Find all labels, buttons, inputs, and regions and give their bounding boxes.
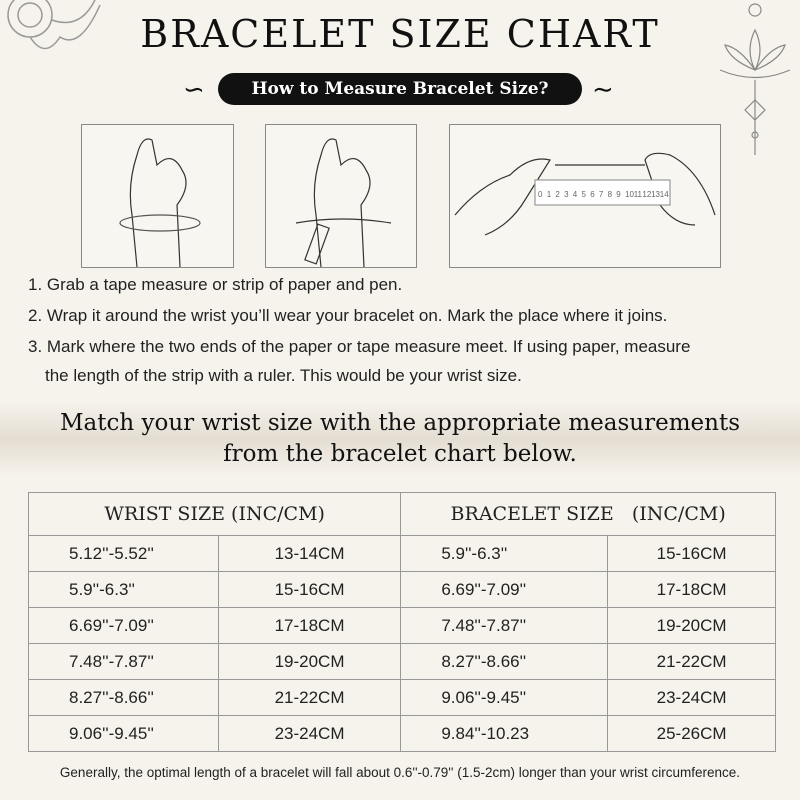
illustration-ruler: 0 1 2 3 4 5 6 7 8 9 10 11 12 13 14 [449, 124, 721, 268]
hand-tape-icon [119, 138, 201, 268]
table-row: 5.9''-6.3'' 15-16CM 6.69''-7.09'' 17-18CM [28, 571, 776, 608]
wrist-size-header: WRIST SIZE (INC/CM) [27, 492, 402, 536]
wrist-cm-cell: 19-20CM [217, 643, 402, 680]
bracelet-inches-cell: 6.69''-7.09'' [400, 571, 609, 608]
table-row: 6.69''-7.09'' 17-18CM 7.48''-7.87'' 19-20CM [28, 607, 776, 644]
ruler-tick-label: 0 [538, 190, 543, 199]
instruction-step-1: 1. Grab a tape measure or strip of paper… [28, 275, 403, 294]
bracelet-cm-cell: 21-22CM [607, 643, 776, 680]
wrist-inches-cell: 5.12''-5.52'' [28, 535, 219, 572]
lotus-decoration-icon [719, 3, 791, 155]
ruler-tick-label: 8 [608, 190, 613, 199]
ruler-tick-label: 1 [547, 190, 552, 199]
ruler-tick-label: 3 [564, 190, 569, 199]
wrist-inches-cell: 5.9''-6.3'' [28, 571, 219, 608]
illustration-wrap-tape [81, 124, 234, 268]
bracelet-inches-cell: 5.9''-6.3'' [400, 535, 609, 572]
match-banner: Match your wrist size with the appropria… [0, 402, 800, 476]
bracelet-cm-cell: 15-16CM [607, 535, 776, 572]
wrist-inches-cell: 7.48''-7.87'' [28, 643, 219, 680]
bracelet-size-header: BRACELET SIZE (INC/CM) [400, 492, 776, 536]
page-title: BRACELET SIZE CHART [140, 12, 660, 56]
bracelet-cm-cell: 19-20CM [607, 607, 776, 644]
table-row: 7.48''-7.87'' 19-20CM 8.27''-8.66'' 21-22CM [28, 643, 776, 680]
hand-pen-icon [295, 138, 392, 268]
left-swirl-ornament-icon: ∽ [183, 74, 205, 104]
bracelet-inches-cell: 8.27''-8.66'' [400, 643, 609, 680]
bracelet-cm-cell: 23-24CM [607, 679, 776, 716]
table-row: 9.06''-9.45'' 23-24CM 9.84''-10.23 25-26CM [28, 715, 776, 752]
ruler-tick-label: 6 [590, 190, 595, 199]
wrist-cm-cell: 15-16CM [217, 571, 402, 608]
match-line-1: Match your wrist size with the appropria… [59, 410, 741, 436]
table-row: 5.12''-5.52'' 13-14CM 5.9''-6.3'' 15-16CM [28, 535, 776, 572]
ruler-tick-label: 4 [573, 190, 578, 199]
wrist-cm-cell: 21-22CM [217, 679, 402, 716]
bracelet-inches-cell: 9.06''-9.45'' [400, 679, 609, 716]
ruler-tick-label: 13 [651, 190, 660, 199]
ruler-tick-label: 2 [555, 190, 560, 199]
wrist-cm-cell: 13-14CM [217, 535, 402, 572]
right-swirl-ornament-icon: ∼ [592, 74, 614, 104]
footnote: Generally, the optimal length of a brace… [59, 765, 741, 780]
wrist-inches-cell: 6.69''-7.09'' [28, 607, 219, 644]
ruler-tick-label: 9 [616, 190, 621, 199]
ruler-tick-label: 14 [660, 190, 669, 199]
wrist-cm-cell: 17-18CM [217, 607, 402, 644]
table-row: 8.27''-8.66'' 21-22CM 9.06''-9.45'' 23-24CM [28, 679, 776, 716]
instruction-step-3: 3. Mark where the two ends of the paper … [28, 337, 691, 356]
ruler-tick-label: 7 [599, 190, 604, 199]
bracelet-cm-cell: 17-18CM [607, 571, 776, 608]
illustration-mark-pen [265, 124, 417, 268]
ruler-tick-label: 11 [634, 190, 643, 199]
wrist-cm-cell: 23-24CM [217, 715, 402, 752]
match-line-2: from the bracelet chart below. [223, 441, 577, 467]
mandala-decoration-icon [7, 0, 101, 50]
subtitle-badge: How to Measure Bracelet Size? [218, 73, 582, 105]
table-header-row: WRIST SIZE (INC/CM) BRACELET SIZE (INC/C… [27, 492, 776, 536]
ruler-tick-label: 12 [642, 190, 651, 199]
bracelet-cm-cell: 25-26CM [607, 715, 776, 752]
size-table: WRIST SIZE (INC/CM) BRACELET SIZE (INC/C… [27, 492, 776, 752]
wrist-inches-cell: 9.06''-9.45'' [28, 715, 219, 752]
ruler-tick-label: 10 [625, 190, 634, 199]
instruction-step-2: 2. Wrap it around the wrist you’ll wear … [28, 306, 668, 325]
bracelet-inches-cell: 9.84''-10.23 [400, 715, 609, 752]
instruction-step-3-continued: the length of the strip with a ruler. Th… [45, 366, 522, 385]
ruler-tick-label: 5 [582, 190, 587, 199]
wrist-inches-cell: 8.27''-8.66'' [28, 679, 219, 716]
bracelet-inches-cell: 7.48''-7.87'' [400, 607, 609, 644]
hands-ruler-icon: 0 1 2 3 4 5 6 7 8 9 10 11 12 13 14 [454, 152, 716, 236]
